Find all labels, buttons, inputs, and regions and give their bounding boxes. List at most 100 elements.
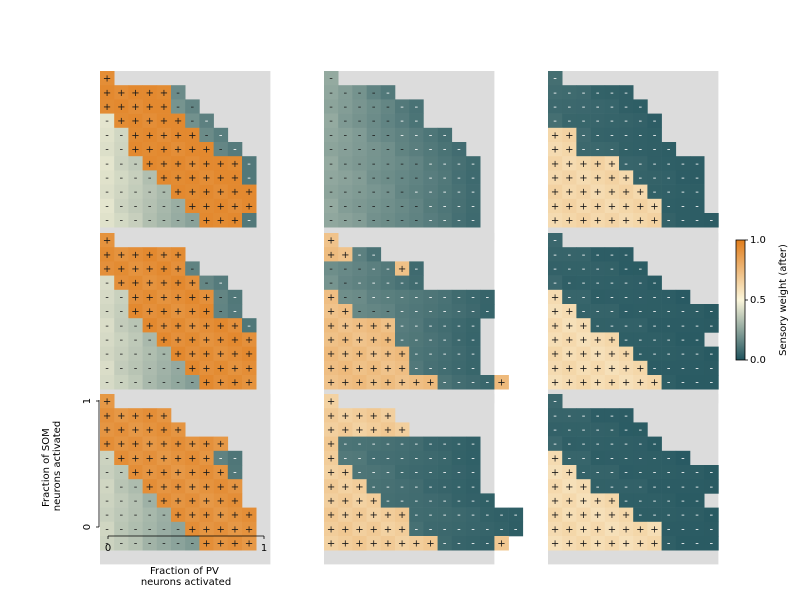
heatmap-cell-sign: + <box>565 159 573 170</box>
heatmap-cell-sign: + <box>384 378 392 389</box>
heatmap-cell <box>548 304 563 319</box>
heatmap-cell <box>437 318 453 333</box>
heatmap-cell-sign: - <box>582 130 586 141</box>
heatmap-cell-sign: + <box>217 216 225 227</box>
heatmap-cell-sign: - <box>653 292 657 303</box>
heatmap-cell <box>395 493 410 508</box>
heatmap-cell <box>633 113 648 129</box>
heatmap-cell-sign: - <box>162 539 166 550</box>
heatmap-cell <box>590 408 606 423</box>
heatmap-cell-sign: - <box>148 201 152 212</box>
heatmap-cell-sign: - <box>695 307 699 318</box>
heatmap-cell <box>199 493 214 508</box>
heatmap-cell <box>324 233 339 248</box>
heatmap-cell <box>114 275 129 291</box>
heatmap-cell <box>409 436 424 452</box>
heatmap-cell <box>423 346 438 362</box>
heatmap-cell-sign: + <box>217 510 225 521</box>
heatmap-cell <box>242 198 257 214</box>
heatmap-cell <box>604 142 620 157</box>
heatmap-cell-sign: - <box>443 524 447 535</box>
heatmap-cell <box>604 213 620 228</box>
heatmap-cell <box>199 127 214 143</box>
heatmap-cell <box>142 318 158 333</box>
heatmap-cell <box>451 184 467 200</box>
heatmap-cell <box>437 521 453 537</box>
heatmap-cell-sign: - <box>414 363 418 374</box>
heatmap-cell <box>633 375 648 390</box>
heatmap-cell <box>548 184 563 200</box>
heatmap-cell-sign: + <box>327 349 335 360</box>
heatmap-cell <box>562 127 577 143</box>
heatmap-cell-sign: + <box>146 159 154 170</box>
heatmap-cell-sign: - <box>386 145 390 156</box>
heatmap-cell <box>675 170 691 185</box>
heatmap-cell-sign: - <box>443 363 447 374</box>
heatmap-cell-sign: + <box>117 102 125 113</box>
heatmap-cell-sign: - <box>624 321 628 332</box>
heatmap-cell-sign: + <box>594 378 602 389</box>
heatmap-cell <box>562 375 577 390</box>
heatmap-cell <box>242 318 257 333</box>
heatmap-cell <box>380 408 396 423</box>
heatmap-cell-sign: - <box>567 116 571 127</box>
heatmap-cell-sign: + <box>355 425 363 436</box>
heatmap-cell-sign: - <box>709 349 713 360</box>
heatmap-cell-sign: - <box>457 496 461 507</box>
heatmap-cell <box>548 346 563 362</box>
heatmap-cell <box>395 332 410 347</box>
heatmap-cell <box>366 408 382 423</box>
heatmap-cell-sign: - <box>134 335 138 346</box>
heatmap-cell <box>128 465 143 480</box>
heatmap-cell <box>156 332 172 347</box>
heatmap-cell-sign: - <box>358 250 362 261</box>
heatmap-cell-sign: - <box>653 510 657 521</box>
heatmap-cell <box>142 360 158 376</box>
heatmap-cell <box>114 113 129 129</box>
heatmap-cell-sign: + <box>188 145 196 156</box>
heatmap-cell-sign: + <box>636 363 644 374</box>
heatmap-cell-sign: - <box>667 349 671 360</box>
heatmap-cell-sign: - <box>610 292 614 303</box>
heatmap-cell <box>352 507 367 523</box>
heatmap-cell <box>156 198 172 214</box>
heatmap-cell <box>199 318 214 333</box>
heatmap-cell <box>324 536 339 551</box>
heatmap-cell-sign: + <box>341 496 349 507</box>
heatmap-cell <box>227 479 243 494</box>
heatmap-cell-sign: + <box>146 116 154 127</box>
heatmap-cell <box>604 346 620 362</box>
heatmap-cell <box>142 479 158 494</box>
heatmap-cell <box>562 422 577 437</box>
heatmap-cell <box>508 521 524 537</box>
heatmap-cell-sign: - <box>582 411 586 422</box>
heatmap-cell-sign: - <box>429 321 433 332</box>
heatmap-cell <box>619 289 634 305</box>
heatmap-cell <box>199 184 214 200</box>
heatmap-cell <box>366 360 382 376</box>
heatmap-cell <box>156 142 172 157</box>
heatmap-cell <box>142 408 158 423</box>
heatmap-cell <box>409 536 424 551</box>
heatmap-cell-sign: - <box>119 468 123 479</box>
heatmap-cell <box>508 507 524 523</box>
heatmap-cell <box>338 507 353 523</box>
heatmap-cell <box>423 289 438 305</box>
heatmap-cell <box>576 213 591 228</box>
heatmap-cell <box>423 521 438 537</box>
heatmap-cell <box>227 450 243 466</box>
heatmap-cell-sign: - <box>358 201 362 212</box>
heatmap-cell-sign: - <box>610 130 614 141</box>
heatmap-cell-sign: + <box>146 411 154 422</box>
heatmap-cell <box>604 275 620 291</box>
heatmap-cell-sign: + <box>341 378 349 389</box>
heatmap-cell-sign: - <box>582 250 586 261</box>
heatmap-cell-sign: - <box>372 116 376 127</box>
heatmap-cell-sign: + <box>594 159 602 170</box>
x-tick-right: 1 <box>261 543 267 554</box>
heatmap-cell <box>619 170 634 185</box>
heatmap-cell-sign: + <box>355 411 363 422</box>
heatmap-cell-sign: - <box>358 439 362 450</box>
heatmap-cell <box>409 332 424 347</box>
heatmap-cell-sign: - <box>358 264 362 275</box>
